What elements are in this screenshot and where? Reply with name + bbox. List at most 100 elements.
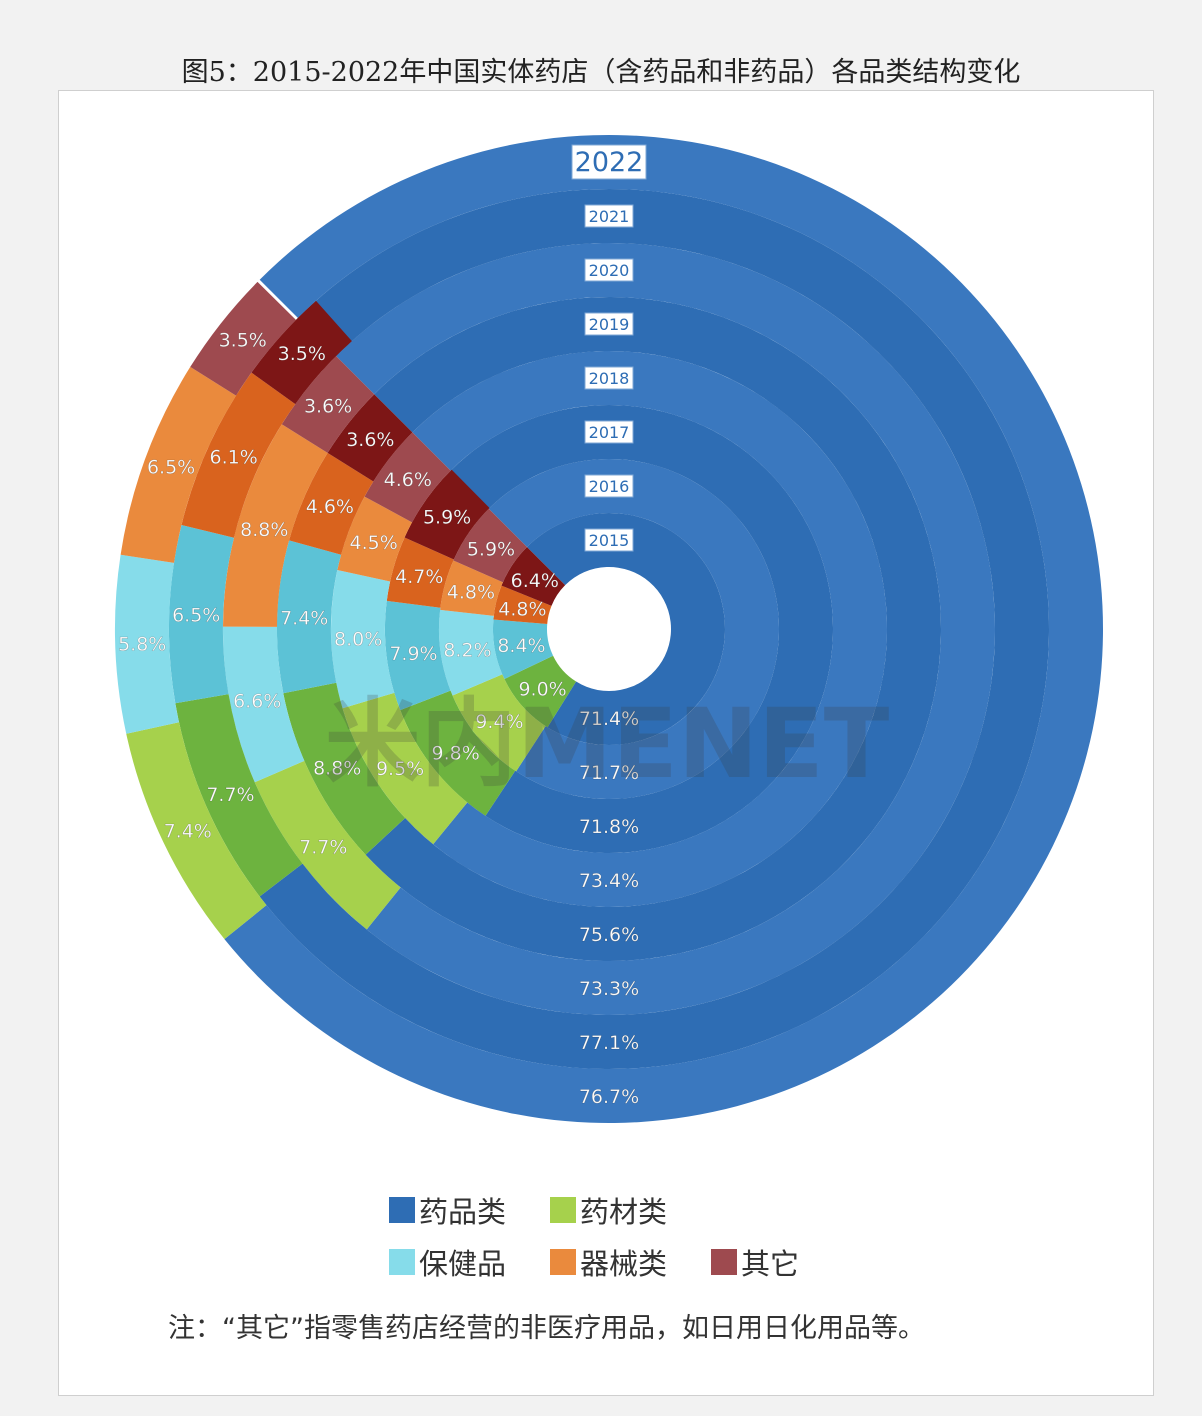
data-label-其它-2016: 5.9% — [467, 538, 515, 560]
data-label-药材类-2020: 7.7% — [299, 836, 347, 858]
data-label-器械类-2015: 4.8% — [498, 598, 546, 620]
data-label-器械类-2017: 4.7% — [395, 566, 443, 588]
labels-group: 71.4% 9.0% 8.4% 4.8% 6.4% 71.7% 9.4% 8.2% 4.8% 5.… — [118, 329, 640, 1108]
data-label-药材类-2017: 9.8% — [432, 743, 480, 765]
year-label-2020: 2020 — [589, 261, 630, 280]
footnote: 注：“其它”指零售药店经营的非医疗用品，如日用日化用品等。 — [168, 1313, 925, 1344]
bar-器械类-2016 — [440, 560, 503, 616]
year-label-box-2018 — [584, 366, 634, 390]
year-label-box-2017 — [584, 420, 634, 444]
legend-item-器械类: 器械类 — [550, 1241, 667, 1283]
year-label-box-2019 — [584, 312, 634, 336]
data-label-药品类-2022: 76.7% — [579, 1086, 639, 1108]
legend-label: 器械类 — [580, 1247, 668, 1281]
bar-器械类-2020 — [223, 424, 328, 627]
bar-器械类-2018 — [337, 496, 413, 582]
data-label-器械类-2016: 4.8% — [447, 582, 495, 604]
data-label-保健品-2015: 8.4% — [497, 635, 545, 657]
bar-药材类-2018 — [342, 692, 468, 845]
bar-器械类-2015 — [493, 585, 552, 624]
data-label-其它-2019: 3.6% — [346, 429, 394, 451]
data-label-器械类-2019: 4.6% — [306, 496, 354, 518]
year-labels: 2015 2016 2017 2018 2019 2020 2021 2022 — [571, 144, 647, 552]
chart-title: 图5：2015-2022年中国实体药店（含药品和非药品）各品类结构变化 — [181, 57, 1021, 88]
year-label-2022: 2022 — [575, 147, 644, 178]
bar-其它-2021 — [251, 300, 352, 405]
bar-保健品-2021 — [168, 524, 234, 704]
data-label-保健品-2019: 7.4% — [280, 608, 328, 630]
legend-row-1: 药品类 药材类 — [389, 1189, 667, 1231]
year-label-2015: 2015 — [589, 531, 630, 550]
bar-保健品-2022 — [114, 554, 180, 734]
legend-swatch — [389, 1197, 415, 1223]
bar-保健品-2018 — [331, 570, 395, 709]
data-label-器械类-2018: 4.5% — [350, 532, 398, 554]
year-label-box-2016 — [584, 474, 634, 498]
bar-器械类-2021 — [181, 372, 296, 538]
bar-保健品-2020 — [223, 626, 305, 783]
data-label-药品类-2016: 71.7% — [579, 762, 639, 784]
bar-药材类-2015 — [504, 655, 577, 728]
data-label-其它-2020: 3.6% — [304, 395, 352, 417]
bar-其它-2015 — [501, 546, 566, 606]
bar-药品类-2017 — [450, 404, 834, 853]
data-label-药材类-2021: 7.7% — [206, 784, 254, 806]
year-label-2018: 2018 — [589, 369, 630, 388]
legend-swatch — [550, 1249, 577, 1275]
data-label-其它-2015: 6.4% — [511, 570, 559, 592]
bar-器械类-2022 — [120, 366, 237, 563]
legend-label: 保健品 — [419, 1247, 507, 1281]
legend-label: 其它 — [741, 1247, 800, 1281]
bar-其它-2017 — [404, 469, 490, 560]
data-label-器械类-2021: 6.1% — [210, 447, 258, 469]
data-label-药品类-2017: 71.8% — [579, 816, 639, 838]
chart-panel: 71.4% 9.0% 8.4% 4.8% 6.4% 71.7% 9.4% 8.2% 4.8% 5.… — [58, 90, 1154, 1396]
data-label-器械类-2020: 8.8% — [240, 519, 288, 541]
year-label-2021: 2021 — [589, 207, 630, 226]
legend-swatch — [550, 1197, 577, 1223]
data-label-保健品-2022: 5.8% — [118, 634, 166, 656]
data-label-其它-2018: 4.6% — [384, 469, 432, 491]
legend-row-2: 保健品 器械类 其它 — [389, 1241, 799, 1283]
bar-其它-2022 — [190, 281, 296, 396]
data-label-药材类-2022: 7.4% — [164, 820, 212, 842]
watermark: 米内MENET — [325, 688, 890, 800]
bar-保健品-2017 — [385, 600, 451, 711]
bar-其它-2018 — [364, 432, 451, 523]
data-label-其它-2017: 5.9% — [423, 507, 471, 529]
year-label-2019: 2019 — [589, 315, 630, 334]
bar-药品类-2019 — [365, 296, 942, 961]
legend-item-保健品: 保健品 — [389, 1241, 506, 1283]
data-label-药材类-2016: 9.4% — [475, 711, 523, 733]
data-label-药品类-2021: 77.1% — [579, 1032, 639, 1054]
bar-药品类-2016 — [488, 458, 779, 799]
legend-label: 药材类 — [580, 1195, 668, 1229]
bar-药品类-2018 — [412, 351, 887, 908]
data-label-保健品-2017: 7.9% — [389, 643, 437, 665]
bar-药材类-2022 — [126, 722, 267, 940]
bars-group — [114, 135, 1103, 1124]
data-label-保健品-2020: 6.6% — [233, 691, 281, 713]
bar-药材类-2019 — [283, 682, 406, 855]
year-label-box-2021 — [584, 204, 634, 228]
data-label-保健品-2021: 6.5% — [172, 605, 220, 627]
legend-item-其它: 其它 — [711, 1241, 799, 1283]
year-label-2017: 2017 — [589, 423, 630, 442]
legend-label: 药品类 — [419, 1195, 507, 1229]
data-label-药材类-2018: 9.5% — [376, 758, 424, 780]
legend-item-药品类: 药品类 — [389, 1189, 506, 1231]
year-label-box-2020 — [584, 258, 634, 282]
bar-器械类-2017 — [386, 537, 454, 608]
bar-其它-2016 — [453, 508, 527, 583]
bar-其它-2020 — [281, 356, 375, 453]
bar-保健品-2019 — [277, 540, 342, 694]
bar-药材类-2020 — [254, 760, 401, 930]
data-label-药品类-2019: 75.6% — [579, 924, 639, 946]
data-label-其它-2021: 3.5% — [278, 343, 326, 365]
data-label-保健品-2018: 8.0% — [334, 628, 382, 650]
legend-item-药材类: 药材类 — [550, 1189, 667, 1231]
year-label-2016: 2016 — [589, 477, 630, 496]
bar-药材类-2017 — [400, 690, 516, 816]
radial-bar-chart: 71.4% 9.0% 8.4% 4.8% 6.4% 71.7% 9.4% 8.2% 4.8% 5.… — [114, 135, 1103, 1124]
bar-保健品-2016 — [439, 609, 503, 696]
